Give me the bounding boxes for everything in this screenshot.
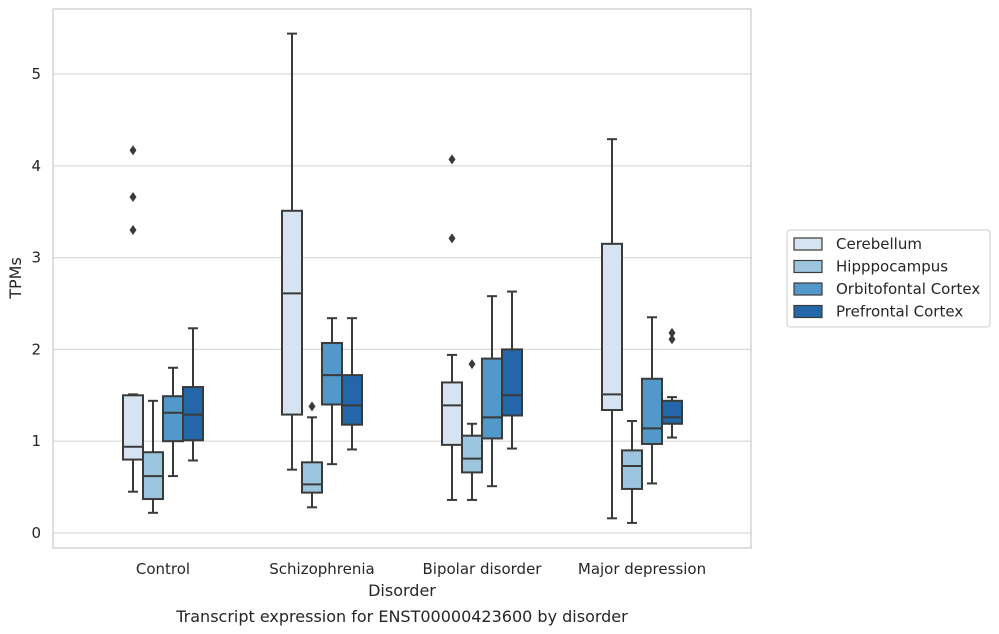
legend: Cerebellum Hipppocampus Orbitofontal Corte… xyxy=(786,229,991,328)
box xyxy=(341,374,363,426)
series-hipppocampus xyxy=(142,359,643,524)
x-tick-label: Bipolar disorder xyxy=(423,560,543,578)
box xyxy=(501,348,523,417)
outlier-point xyxy=(129,145,137,156)
outlier-point xyxy=(448,233,456,244)
legend-swatch xyxy=(793,259,823,274)
y-tick-label: 4 xyxy=(31,157,41,175)
box xyxy=(162,395,184,443)
chart-title: Transcript expression for ENST0000042360… xyxy=(175,607,628,626)
legend-entry-label: Cerebellum xyxy=(836,235,922,253)
x-tick-label: Schizophrenia xyxy=(269,560,374,578)
y-tick-label: 0 xyxy=(31,524,41,542)
box xyxy=(441,381,463,446)
box xyxy=(122,394,144,461)
y-axis-label: TPMs xyxy=(6,257,25,300)
plot-area-frame xyxy=(52,8,752,549)
box xyxy=(621,449,643,490)
outlier-point xyxy=(668,334,676,345)
y-tick-label: 1 xyxy=(31,432,41,450)
y-axis-ticks: 0 1 2 3 4 5 xyxy=(31,65,41,542)
box xyxy=(601,242,623,411)
box-plot-series xyxy=(122,32,683,524)
series-cerebellum xyxy=(122,32,623,520)
box xyxy=(461,434,483,474)
box xyxy=(301,461,323,494)
x-axis-ticks: Control Schizophrenia Bipolar disorder Majo… xyxy=(136,560,706,578)
x-tick-label: Control xyxy=(136,560,190,578)
legend-swatch xyxy=(793,304,823,319)
box xyxy=(281,209,303,416)
legend-entry-label: Orbitofontal Cortex xyxy=(836,280,980,298)
legend-frame xyxy=(786,229,991,328)
legend-entry-label: Prefrontal Cortex xyxy=(836,303,963,321)
outlier-point xyxy=(129,225,137,236)
y-tick-label: 3 xyxy=(31,249,41,267)
outlier-point xyxy=(668,327,676,338)
outlier-point xyxy=(308,401,316,412)
y-tick-label: 5 xyxy=(31,65,41,83)
series-prefrontal-cortex xyxy=(182,290,683,462)
legend-entry-label: Hipppocampus xyxy=(836,258,948,276)
x-axis-label: Disorder xyxy=(368,581,436,600)
legend-swatch xyxy=(793,237,823,251)
y-tick-label: 2 xyxy=(31,340,41,358)
x-tick-label: Major depression xyxy=(578,560,706,578)
outlier-point xyxy=(468,359,476,370)
box xyxy=(641,377,663,445)
box xyxy=(481,357,503,440)
box xyxy=(661,399,683,425)
legend-swatch xyxy=(793,282,823,296)
outlier-point xyxy=(129,192,137,203)
box xyxy=(321,341,343,406)
outlier-point xyxy=(448,154,456,165)
